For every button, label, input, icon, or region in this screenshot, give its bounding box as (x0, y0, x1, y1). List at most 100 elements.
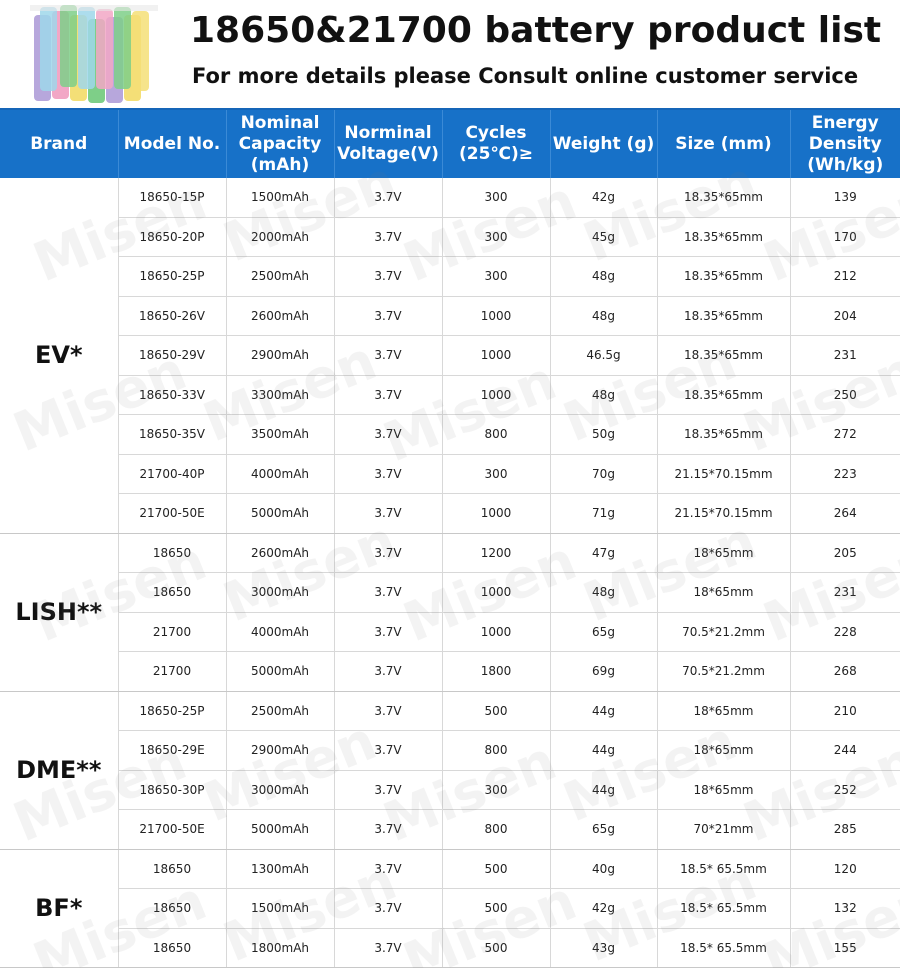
cell-energy-density: 205 (789, 533, 900, 573)
cell-size: 70.5*21.2mm (656, 612, 790, 652)
cell-model: 21700-50E (117, 493, 226, 534)
table-row: 18650 3000mAh 3.7V 1000 48g 18*65mm 231 (0, 572, 900, 613)
cell-weight: 65g (549, 809, 657, 850)
cell-energy-density: 132 (789, 888, 900, 929)
table-row: 18650-26V 2600mAh 3.7V 1000 48g 18.35*65mm 204 (0, 296, 900, 336)
cell-voltage: 3.7V (333, 691, 442, 731)
column-header-capacity: Nominal Capacity (mAh) (225, 109, 334, 178)
table-row: LISH** 18650 2600mAh 3.7V 1200 47g 18*65mm 205 (0, 533, 900, 692)
cell-model: 21700 (117, 651, 226, 692)
cell-cycles: 1000 (441, 335, 550, 376)
cell-voltage: 3.7V (333, 217, 442, 257)
cell-energy-density: 223 (789, 454, 900, 494)
cell-weight: 50g (549, 414, 657, 455)
cell-model: 18650 (117, 533, 226, 573)
cell-voltage: 3.7V (333, 572, 442, 613)
cell-cycles: 300 (441, 217, 550, 257)
cell-energy-density: 155 (789, 928, 900, 968)
cell-capacity: 5000mAh (225, 809, 334, 850)
product-table: Brand Model No. Nominal Capacity (mAh) N… (0, 108, 900, 968)
cell-capacity: 1800mAh (225, 928, 334, 968)
cell-size: 18.5* 65.5mm (656, 928, 790, 968)
cell-weight: 71g (549, 493, 657, 534)
cell-cycles: 800 (441, 730, 550, 771)
cell-size: 18*65mm (656, 572, 790, 613)
cell-capacity: 1500mAh (225, 178, 334, 218)
cell-size: 18.5* 65.5mm (656, 849, 790, 889)
cell-size: 18*65mm (656, 770, 790, 810)
cell-energy-density: 244 (789, 730, 900, 771)
cell-size: 18*65mm (656, 691, 790, 731)
cell-energy-density: 264 (789, 493, 900, 534)
cell-cycles: 300 (441, 770, 550, 810)
cell-voltage: 3.7V (333, 454, 442, 494)
table-row: 21700-50E 5000mAh 3.7V 1000 71g 21.15*70.15mm… (0, 493, 900, 534)
cell-capacity: 4000mAh (225, 454, 334, 494)
table-row: 21700 4000mAh 3.7V 1000 65g 70.5*21.2mm 228 (0, 612, 900, 652)
table-row: 21700-40P 4000mAh 3.7V 300 70g 21.15*70.15mm 2… (0, 454, 900, 494)
table-row: 18650-29E 2900mAh 3.7V 800 44g 18*65mm 244 (0, 730, 900, 771)
cell-size: 18.35*65mm (656, 256, 790, 297)
cell-cycles: 1800 (441, 651, 550, 692)
cell-cycles: 1000 (441, 375, 550, 415)
table-row: 18650-30P 3000mAh 3.7V 300 44g 18*65mm 252 (0, 770, 900, 810)
cell-model: 18650-15P (117, 178, 226, 218)
cell-cycles: 800 (441, 414, 550, 455)
cell-weight: 45g (549, 217, 657, 257)
column-header-voltage: Norminal Voltage(V) (333, 109, 442, 178)
battery-cells-image (30, 5, 158, 103)
product-table-container: Brand Model No. Nominal Capacity (mAh) N… (0, 108, 900, 968)
cell-voltage: 3.7V (333, 414, 442, 455)
cell-energy-density: 204 (789, 296, 900, 336)
cell-size: 18.35*65mm (656, 178, 790, 218)
cell-model: 18650-26V (117, 296, 226, 336)
cell-voltage: 3.7V (333, 335, 442, 376)
cell-voltage: 3.7V (333, 493, 442, 534)
cell-voltage: 3.7V (333, 730, 442, 771)
cell-voltage: 3.7V (333, 178, 442, 218)
cell-size: 70.5*21.2mm (656, 651, 790, 692)
cell-cycles: 800 (441, 809, 550, 850)
cell-voltage: 3.7V (333, 770, 442, 810)
cell-model: 18650-35V (117, 414, 226, 455)
cell-capacity: 2500mAh (225, 691, 334, 731)
cell-cycles: 300 (441, 178, 550, 218)
table-row: 18650-29V 2900mAh 3.7V 1000 46.5g 18.35*65mm 2… (0, 335, 900, 376)
cell-weight: 48g (549, 375, 657, 415)
cell-weight: 48g (549, 572, 657, 613)
cell-weight: 42g (549, 888, 657, 929)
cell-cycles: 500 (441, 928, 550, 968)
table-row: EV* 18650-15P 1500mAh 3.7V 300 42g 18.35*65mm 1… (0, 178, 900, 534)
table-row: 18650 1500mAh 3.7V 500 42g 18.5* 65.5mm 132 (0, 888, 900, 929)
cell-capacity: 5000mAh (225, 651, 334, 692)
cell-size: 18.5* 65.5mm (656, 888, 790, 929)
cell-cycles: 500 (441, 849, 550, 889)
cell-weight: 48g (549, 256, 657, 297)
cell-weight: 44g (549, 770, 657, 810)
brand-cell: BF* (0, 849, 118, 968)
cell-model: 18650 (117, 849, 226, 889)
cell-cycles: 1000 (441, 612, 550, 652)
cell-model: 18650-29V (117, 335, 226, 376)
cell-energy-density: 252 (789, 770, 900, 810)
cell-capacity: 3000mAh (225, 572, 334, 613)
cell-cycles: 1000 (441, 296, 550, 336)
cell-size: 21.15*70.15mm (656, 454, 790, 494)
cell-energy-density: 139 (789, 178, 900, 218)
cell-cycles: 1200 (441, 533, 550, 573)
column-header-size: Size (mm) (656, 109, 790, 178)
cell-weight: 44g (549, 730, 657, 771)
cell-voltage: 3.7V (333, 809, 442, 850)
cell-capacity: 1300mAh (225, 849, 334, 889)
battery-cell (30, 5, 158, 103)
cell-capacity: 3500mAh (225, 414, 334, 455)
cell-voltage: 3.7V (333, 296, 442, 336)
cell-cycles: 300 (441, 256, 550, 297)
cell-weight: 65g (549, 612, 657, 652)
brand-cell: LISH** (0, 533, 118, 692)
cell-energy-density: 228 (789, 612, 900, 652)
table-header-row: Brand Model No. Nominal Capacity (mAh) N… (0, 109, 900, 178)
cell-size: 18.35*65mm (656, 375, 790, 415)
cell-energy-density: 250 (789, 375, 900, 415)
cell-voltage: 3.7V (333, 928, 442, 968)
